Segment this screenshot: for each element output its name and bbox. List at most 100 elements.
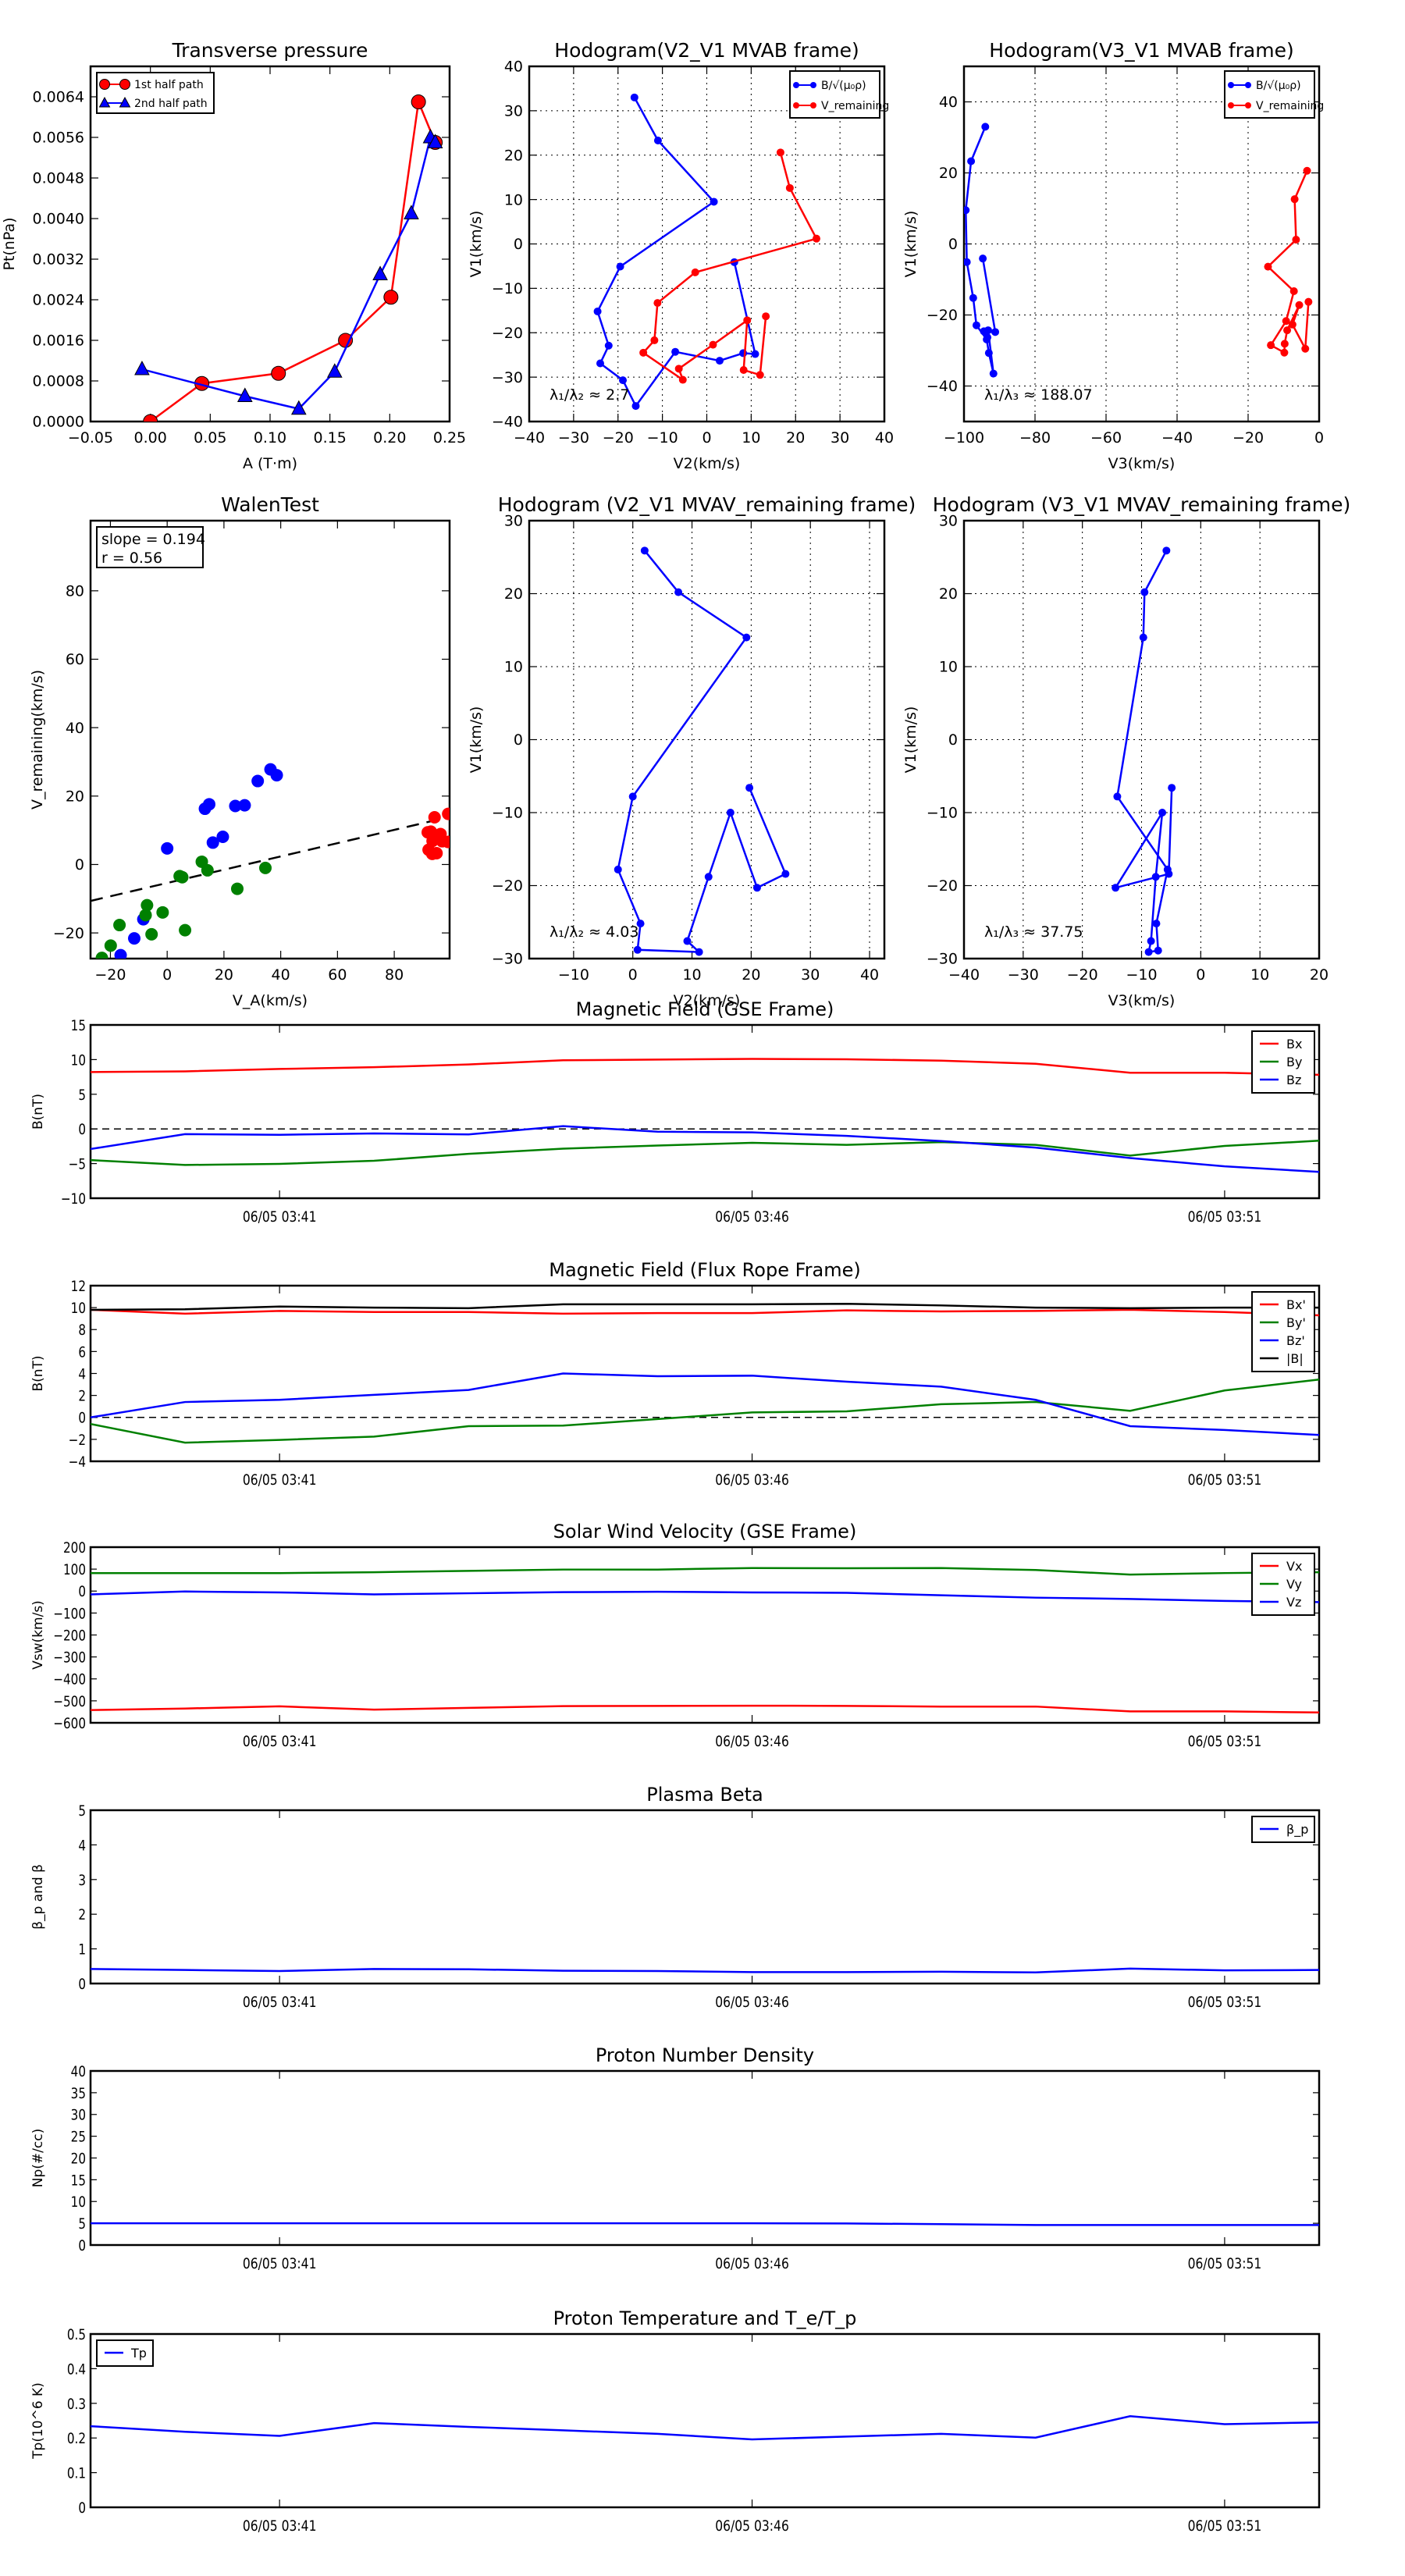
data-point <box>989 369 998 378</box>
eigenvalue-ratio-annotation: λ₁/λ₂ ≈ 4.03 <box>550 923 638 941</box>
y-tick-label: 0 <box>78 1122 86 1139</box>
legend-box <box>1224 70 1315 119</box>
legend-box <box>96 72 215 114</box>
y-tick-label: 10 <box>939 659 958 676</box>
y-tick-label: 40 <box>71 2063 86 2080</box>
data-point <box>671 347 680 356</box>
y-tick-label: −2 <box>69 1432 86 1449</box>
x-tick-label: 0 <box>1196 966 1205 984</box>
x-tick-label: 06/05 03:41 <box>243 2518 317 2535</box>
y-tick-label: 40 <box>66 720 84 737</box>
x-tick-label: 06/05 03:46 <box>715 1994 789 2012</box>
data-point <box>636 920 645 928</box>
y-axis-label: β_p and β <box>30 1864 46 1930</box>
legend-marker <box>1245 102 1251 109</box>
legend-label: V_remaining <box>1256 100 1324 112</box>
x-tick-label: −20 <box>1232 429 1264 447</box>
y-tick-label: 80 <box>66 582 84 600</box>
y-tick-label: −30 <box>492 951 523 968</box>
legend-label: Vy <box>1286 1577 1302 1592</box>
y-tick-label: 5 <box>78 2216 86 2233</box>
data-point <box>1139 633 1147 642</box>
x-tick-label: 10 <box>1250 966 1269 984</box>
legend-marker <box>1228 82 1234 88</box>
data-point <box>128 932 140 945</box>
legend-label: Tp <box>130 2346 147 2361</box>
series-v-remaining <box>639 148 820 384</box>
y-tick-label: 20 <box>939 585 958 603</box>
y-tick-label: −10 <box>492 805 523 822</box>
legend-label: Vx <box>1286 1559 1302 1574</box>
x-axis-label: V3(km/s) <box>1108 992 1176 1009</box>
y-tick-label: 200 <box>63 1539 86 1557</box>
x-tick-label: −40 <box>1161 429 1193 447</box>
plot-area <box>593 93 820 411</box>
data-point <box>710 197 718 206</box>
data-point <box>404 205 419 219</box>
legend-marker <box>99 79 110 90</box>
legend-label: β_p <box>1286 1822 1308 1838</box>
data-point <box>1301 344 1310 353</box>
y-tick-label: 40 <box>939 94 958 111</box>
series-red <box>422 807 450 860</box>
chart-title: Solar Wind Velocity (GSE Frame) <box>553 1521 857 1542</box>
data-point <box>628 792 637 801</box>
legend-label: |B| <box>1286 1351 1304 1366</box>
plot-area <box>91 763 450 959</box>
data-point <box>674 588 683 596</box>
data-point <box>139 909 152 922</box>
plot-area <box>134 94 443 422</box>
y-tick-label: 0.0008 <box>33 373 84 390</box>
y-tick-label: −10 <box>927 805 958 822</box>
data-point <box>695 948 703 956</box>
y-axis-label: Np(#/cc) <box>30 2129 46 2187</box>
data-point <box>1289 287 1298 296</box>
data-point <box>1158 809 1167 817</box>
series-line-vx <box>90 1704 1320 1714</box>
data-point <box>964 206 970 215</box>
chart-walen-test: −20 0 20 40 60 80 −20 0 20 40 60 80 WalenTest V_A(km/… <box>29 493 451 1009</box>
y-tick-label: 0.4 <box>67 2361 86 2379</box>
data-point <box>290 400 307 415</box>
x-tick-label: −10 <box>558 966 589 984</box>
y-axis-label: Pt(nPa) <box>1 217 18 270</box>
y-tick-label: −100 <box>53 1606 86 1623</box>
legend-marker <box>793 102 799 109</box>
x-tick-label: −10 <box>1126 966 1157 984</box>
series-line-by <box>90 1140 1320 1166</box>
data-point <box>179 923 192 937</box>
y-tick-label: 10 <box>71 1300 86 1318</box>
y-tick-label: 100 <box>63 1562 86 1579</box>
y-tick-label: 8 <box>78 1322 86 1340</box>
data-point <box>271 365 286 381</box>
y-tick-label: −400 <box>53 1671 86 1688</box>
chart-proton-temperature: 0 0.1 0.2 0.3 0.4 0.5 06/05 03:41 06/05 03:46 06… <box>30 2307 1321 2535</box>
series-line <box>596 97 757 408</box>
data-point <box>229 799 242 813</box>
legend-label: Bz' <box>1286 1333 1305 1348</box>
y-tick-label: 30 <box>939 513 958 530</box>
y-tick-label: 0.0000 <box>33 414 84 431</box>
series-line-by- <box>90 1378 1320 1444</box>
legend-label: V_remaining <box>821 100 889 112</box>
y-tick-label: −20 <box>53 925 84 942</box>
chart-title: Hodogram (V2_V1 MVAV_remaining frame) <box>498 493 916 516</box>
y-tick-label: 5 <box>78 1802 86 1820</box>
data-point <box>134 360 150 375</box>
plot-area <box>614 546 790 956</box>
data-point <box>691 268 699 276</box>
legend-label: By <box>1286 1055 1302 1069</box>
series-b- <box>614 546 790 956</box>
data-point <box>745 784 754 792</box>
x-tick-label: 0 <box>702 429 711 447</box>
data-point <box>425 825 437 838</box>
x-tick-label: −20 <box>1067 966 1098 984</box>
data-point <box>616 262 624 271</box>
y-tick-label: 20 <box>939 165 958 182</box>
data-point <box>1147 937 1155 945</box>
series-line-tp <box>90 2414 1320 2441</box>
y-tick-label: 10 <box>71 2194 86 2211</box>
x-tick-label: 06/05 03:41 <box>243 2256 317 2273</box>
data-point <box>984 333 992 342</box>
